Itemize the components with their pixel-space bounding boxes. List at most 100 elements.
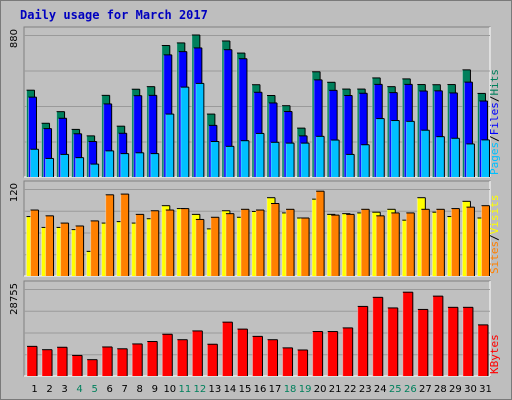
bar-sites xyxy=(30,210,39,276)
bar-sites xyxy=(105,194,114,276)
bar-sites xyxy=(210,217,219,276)
bar-pages xyxy=(301,143,310,177)
bar-kbytes xyxy=(312,331,323,376)
bar-files xyxy=(43,128,52,177)
bar-kbytes xyxy=(162,334,173,376)
bar-pages xyxy=(225,146,234,177)
day-label: 2 xyxy=(46,384,52,395)
bar-pages xyxy=(150,153,159,177)
bar-sites xyxy=(406,212,415,276)
legend-entry: Visits xyxy=(488,195,501,235)
bar-pages xyxy=(451,138,460,177)
legend-entry: / xyxy=(488,135,501,142)
bar-pages xyxy=(466,143,475,177)
day-label: 24 xyxy=(374,384,387,395)
bar-pages xyxy=(391,120,400,177)
bar-sites xyxy=(271,203,280,276)
bar-files xyxy=(148,95,157,177)
day-label: 30 xyxy=(464,384,477,395)
bar-kbytes xyxy=(327,331,338,376)
bar-files xyxy=(88,141,97,177)
series-legend: Pages/Files/Hits xyxy=(488,69,501,175)
bar-sites xyxy=(286,209,295,276)
bar-pages xyxy=(271,142,280,177)
bar-pages xyxy=(135,152,144,177)
bar-kbytes xyxy=(117,348,128,376)
bar-kbytes xyxy=(282,347,293,376)
legend-entry: / xyxy=(488,96,501,103)
legend-entry: / xyxy=(488,234,501,241)
bar-files xyxy=(464,82,473,177)
chart-panel-2: 120 Sites/Visits xyxy=(9,180,501,277)
day-label: 25 xyxy=(389,384,402,395)
legend-entry: Sites xyxy=(488,241,501,274)
legend-entry: Hits xyxy=(488,69,501,96)
day-label: 8 xyxy=(137,384,143,395)
day-label: 9 xyxy=(152,384,158,395)
bar-sites xyxy=(316,191,325,276)
bar-kbytes xyxy=(387,307,398,376)
bar-files xyxy=(58,118,67,177)
bar-pages xyxy=(376,118,385,177)
y-max-label: 120 xyxy=(9,183,20,202)
bar-visits xyxy=(56,227,65,276)
bar-kbytes xyxy=(297,349,308,376)
bar-sites xyxy=(225,213,234,276)
bar-kbytes xyxy=(87,359,98,376)
bar-pages xyxy=(316,136,325,177)
bar-kbytes xyxy=(342,327,353,376)
bar-sites xyxy=(466,207,475,276)
bar-kbytes xyxy=(42,349,53,376)
bar-files xyxy=(28,97,37,177)
bar-kbytes xyxy=(477,324,488,376)
day-label: 1 xyxy=(31,384,37,395)
bar-kbytes xyxy=(72,355,83,376)
bar-files xyxy=(238,58,247,177)
bar-sites xyxy=(75,225,84,276)
bar-pages xyxy=(165,114,174,177)
bar-kbytes xyxy=(252,336,263,376)
bar-sites xyxy=(120,194,129,276)
bar-sites xyxy=(391,212,400,276)
bar-kbytes xyxy=(102,346,113,376)
bar-files xyxy=(223,49,232,177)
bar-pages xyxy=(240,140,249,177)
day-label: 26 xyxy=(404,384,417,395)
bar-files xyxy=(434,90,443,177)
bar-sites xyxy=(451,208,460,276)
bar-sites xyxy=(90,220,99,276)
day-label: 20 xyxy=(314,384,327,395)
day-label: 21 xyxy=(329,384,342,395)
bar-kbytes xyxy=(372,297,383,376)
bar-kbytes xyxy=(462,307,473,376)
day-label: 31 xyxy=(479,384,492,395)
day-label: 12 xyxy=(194,384,207,395)
bar-kbytes xyxy=(177,339,188,376)
bar-files xyxy=(479,100,488,177)
bar-files xyxy=(449,92,458,177)
bar-sites xyxy=(60,223,69,276)
bar-files xyxy=(269,102,278,177)
y-max-label: 880 xyxy=(9,29,20,48)
bar-pages xyxy=(436,136,445,177)
day-label: 28 xyxy=(434,384,447,395)
day-label: 14 xyxy=(224,384,237,395)
legend-entry: Pages xyxy=(488,142,501,175)
bar-kbytes xyxy=(147,341,158,376)
day-label: 11 xyxy=(178,384,191,395)
day-label: 15 xyxy=(239,384,252,395)
bar-files xyxy=(103,103,112,177)
bar-pages xyxy=(406,121,415,177)
bar-sites xyxy=(165,210,174,276)
bar-kbytes xyxy=(237,329,248,376)
bar-sites xyxy=(361,209,370,276)
day-label: 16 xyxy=(254,384,267,395)
bar-sites xyxy=(331,215,340,276)
chart-panel-3: 28755 KBytes xyxy=(9,280,501,377)
legend-entry: Files xyxy=(488,102,501,135)
bar-sites xyxy=(195,219,204,276)
bar-sites xyxy=(150,210,159,276)
bar-pages xyxy=(210,141,219,177)
bar-sites xyxy=(346,214,355,276)
